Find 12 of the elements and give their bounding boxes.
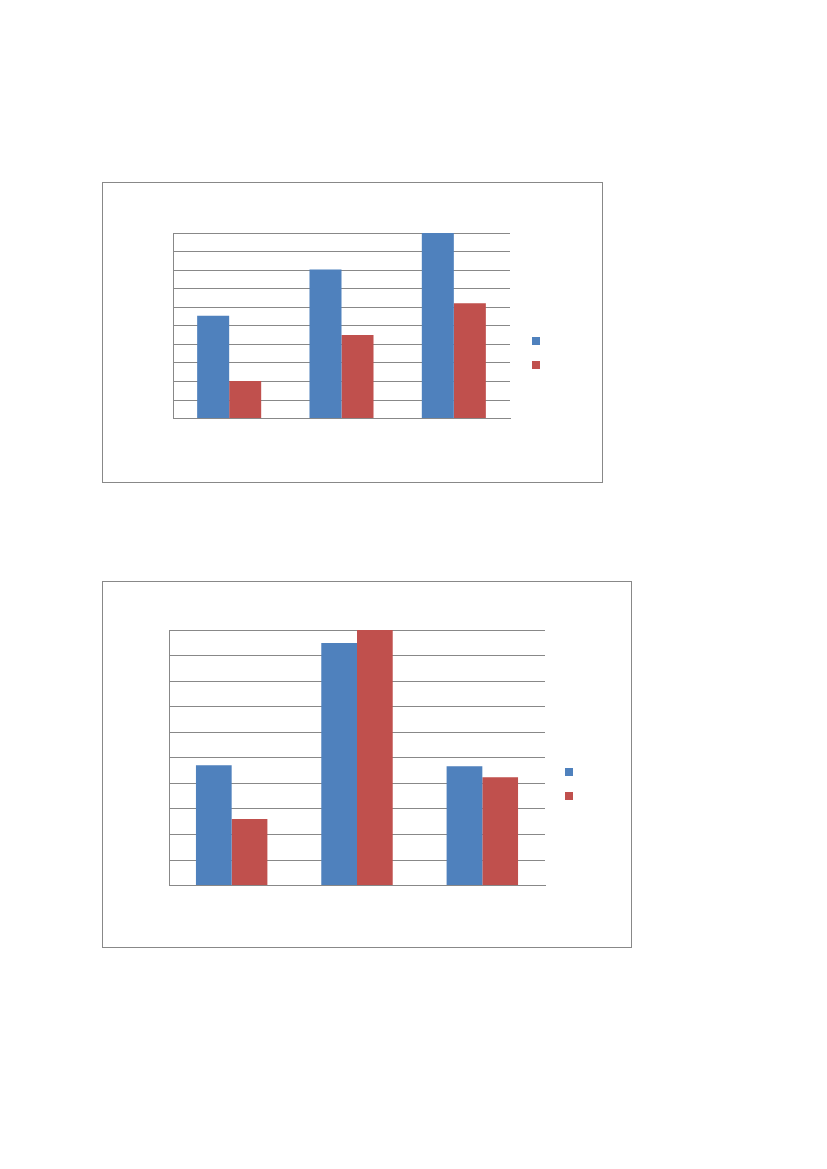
bar [229, 381, 262, 419]
bar [321, 643, 357, 886]
bar [309, 269, 342, 419]
bar [195, 765, 232, 886]
bar [421, 233, 454, 419]
bar [357, 630, 393, 886]
bar [453, 303, 486, 419]
bar [446, 766, 483, 886]
bar [197, 315, 230, 419]
bar [482, 777, 519, 886]
bar [341, 334, 374, 419]
bar [231, 818, 268, 886]
